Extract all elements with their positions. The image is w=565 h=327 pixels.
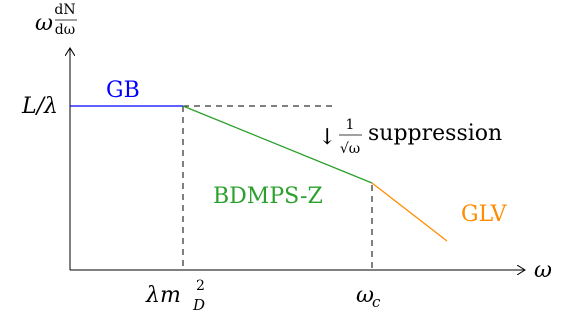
y-axis-label-omega: ω (35, 11, 53, 36)
y-axis-label: ω dN dω (35, 2, 77, 38)
x-tick-label-lambda-m-d: λm 2 D (145, 278, 205, 314)
x-tick-2-base: ω (356, 283, 374, 308)
segment-bdmps (182, 105, 373, 184)
x-tick-1-subscript: D (192, 296, 205, 314)
x-axis-label: ω (534, 258, 552, 283)
y-axis-label-denominator: dω (55, 22, 75, 38)
annotation-text: suppression (368, 121, 502, 146)
annotation-numerator: 1 (346, 117, 355, 133)
segment-glv (371, 182, 448, 242)
annotation-denominator: √ω (340, 141, 360, 157)
x-tick-1-superscript: 2 (196, 278, 205, 294)
x-tick-label-omega-c: ω c (356, 283, 381, 311)
suppression-annotation: ↓ 1 √ω suppression (318, 117, 502, 157)
y-axis-label-numerator: dN (54, 2, 75, 18)
svg-text:λm: λm (145, 283, 181, 308)
x-tick-2-subscript: c (372, 293, 381, 311)
label-glv: GLV (461, 202, 508, 227)
label-bdmps-z: BDMPS-Z (213, 184, 323, 209)
y-tick-label: L/λ (21, 94, 58, 119)
label-gb: GB (106, 78, 140, 103)
down-arrow-icon: ↓ (318, 125, 336, 150)
